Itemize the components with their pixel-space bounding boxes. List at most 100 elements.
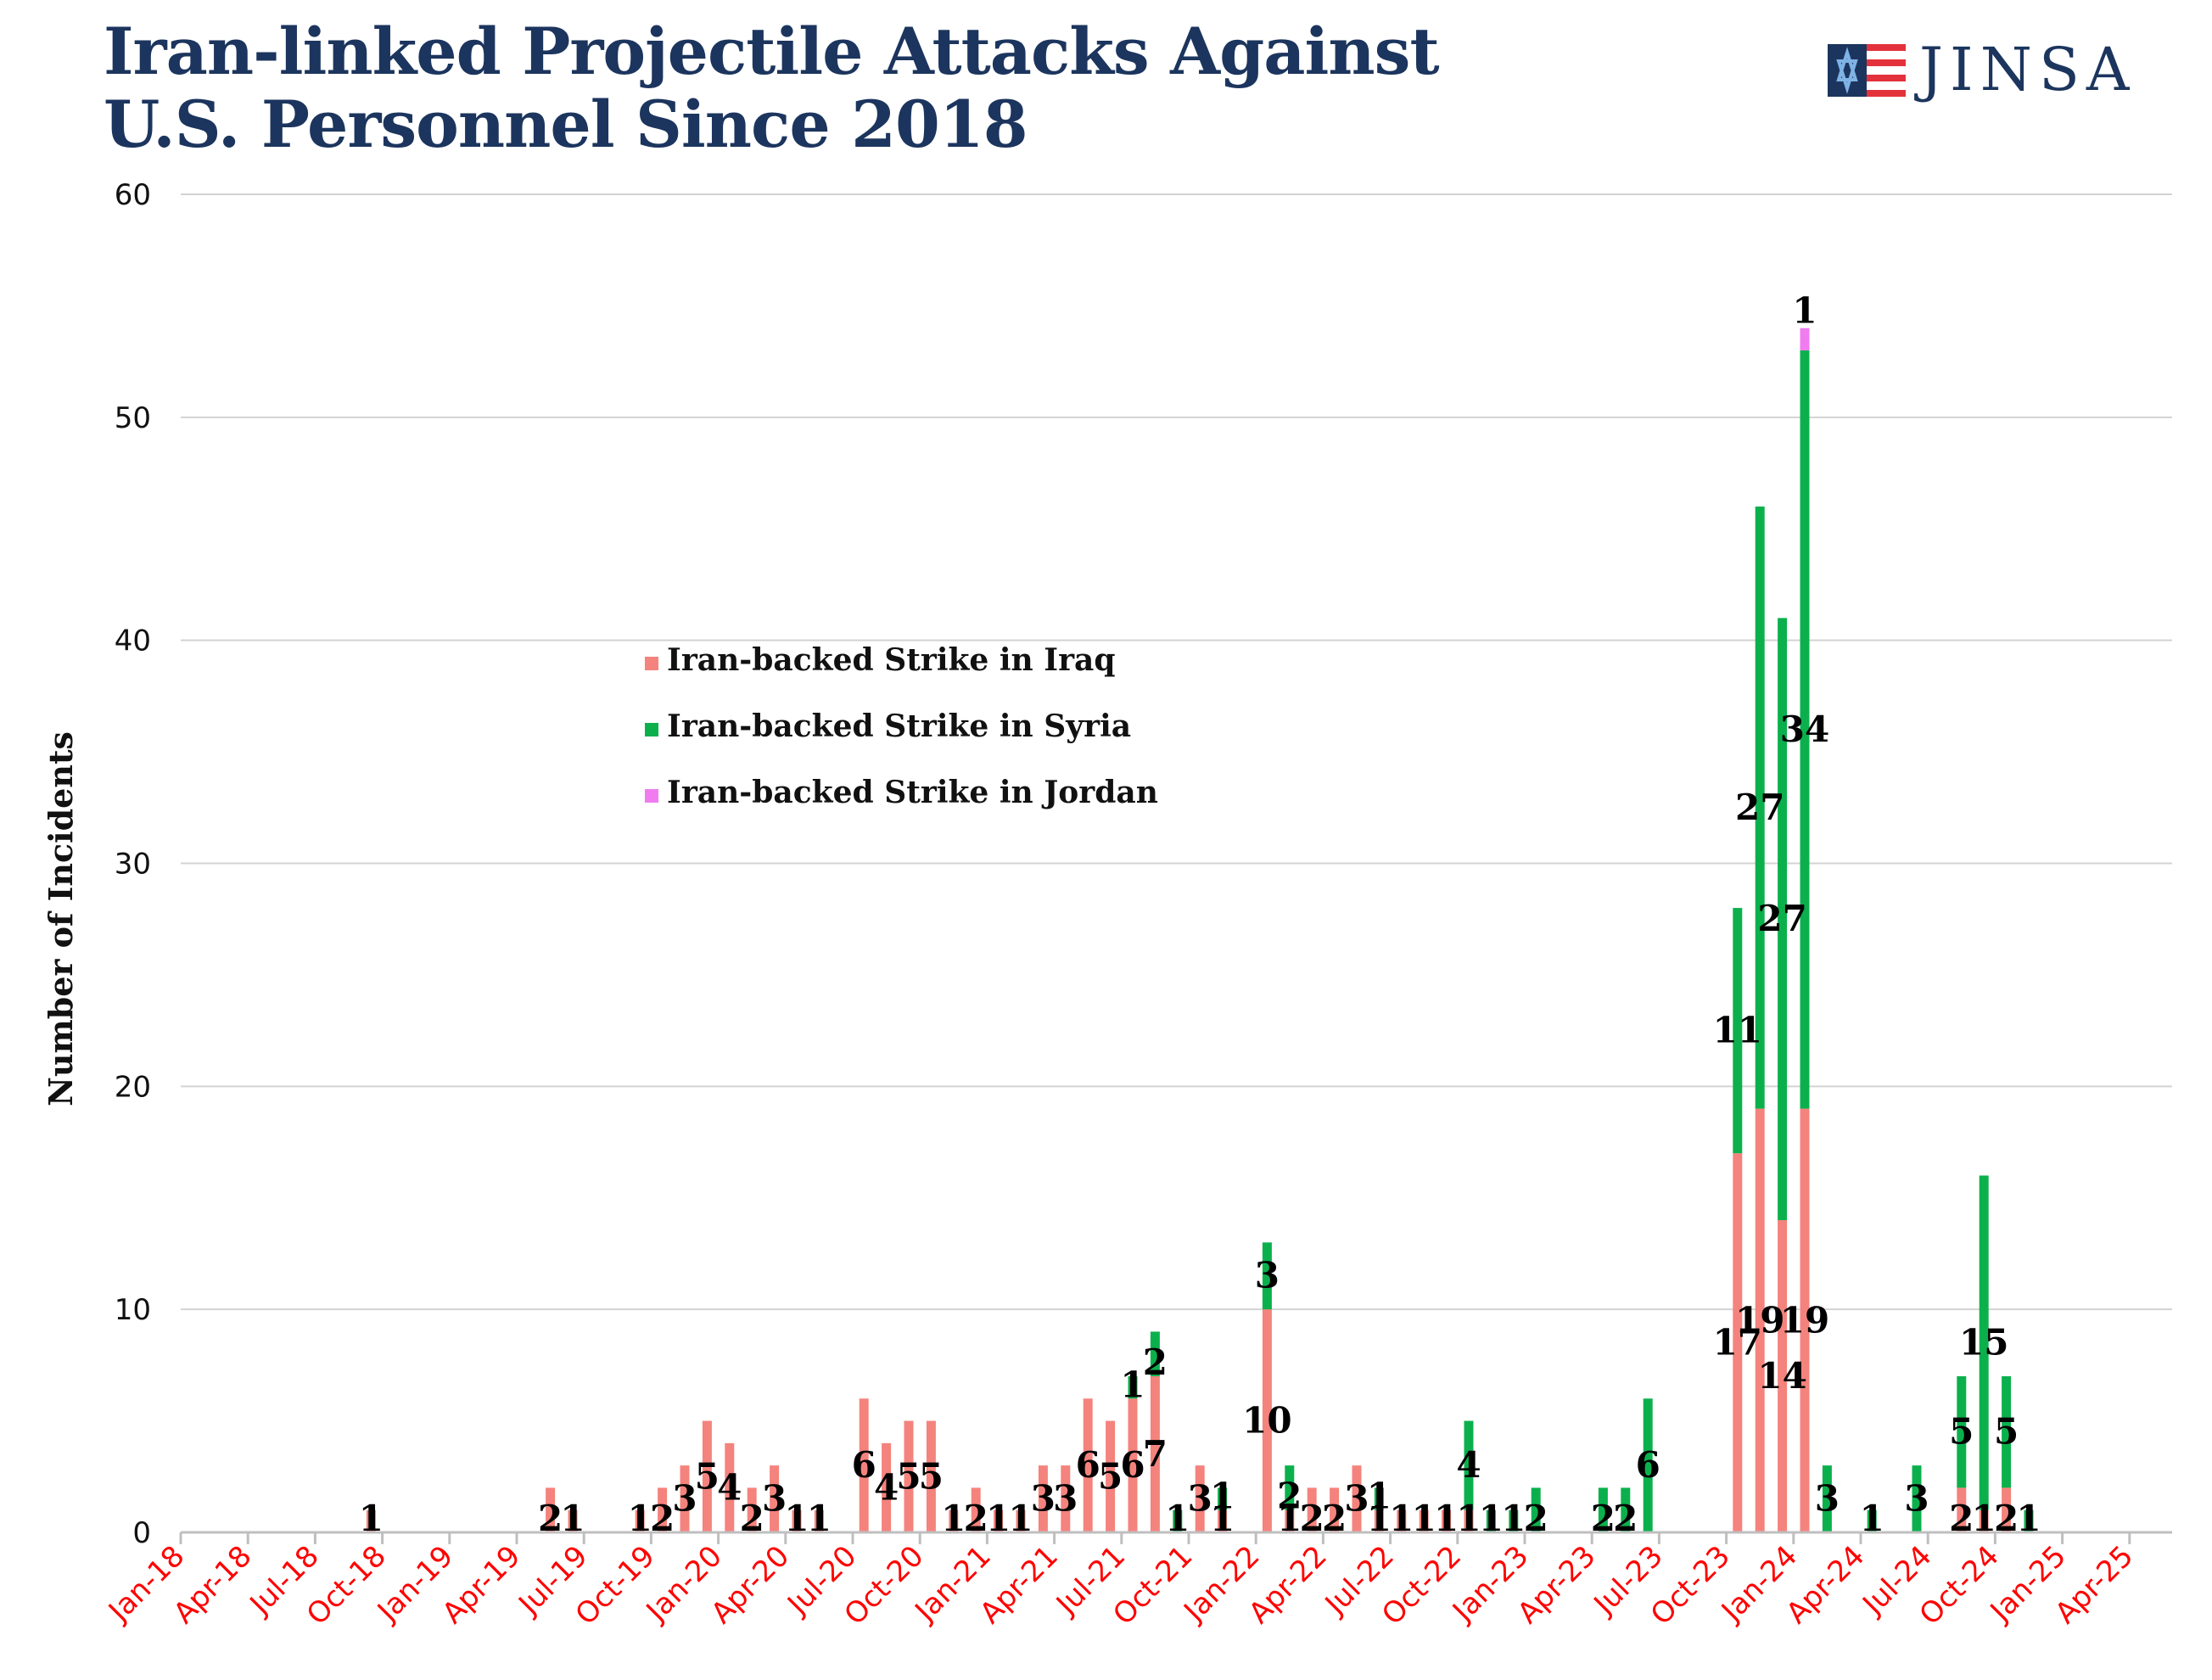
bar-segment: [1778, 618, 1788, 1221]
data-label: 1: [1120, 1364, 1145, 1405]
bar-segment: [1374, 1509, 1384, 1532]
bar-segment: [680, 1465, 690, 1532]
bar-segment: [725, 1442, 735, 1532]
bar-segment: [994, 1509, 1004, 1532]
data-label: 3: [672, 1478, 697, 1520]
y-tick-label: 40: [115, 624, 151, 658]
y-tick-label: 50: [115, 401, 151, 435]
data-label: 7: [1143, 1433, 1168, 1475]
data-label: 19: [1780, 1299, 1829, 1341]
data-label: 5: [695, 1455, 720, 1497]
data-label: 3: [1344, 1478, 1369, 1520]
bar-segment: [546, 1487, 556, 1532]
data-label: 3: [1815, 1478, 1840, 1520]
data-label: 5: [1994, 1411, 2019, 1453]
bar-segment: [635, 1509, 645, 1532]
data-label: 3: [1053, 1478, 1078, 1520]
logo-text: JINSA: [1919, 35, 2136, 104]
bar-segment: [1778, 1220, 1788, 1532]
data-label: 1: [1367, 1476, 1392, 1517]
bar-segment: [366, 1509, 376, 1532]
chart-title: Iran-linked Projectile Attacks Against U…: [104, 15, 1440, 161]
bar-segment: [1531, 1487, 1541, 1532]
bar-segment: [859, 1398, 869, 1532]
y-tick-label: 30: [115, 848, 151, 882]
data-label: 5: [1098, 1455, 1123, 1497]
data-label: 6: [1076, 1444, 1100, 1486]
bar-segment: [971, 1487, 981, 1532]
data-label: 3: [1031, 1478, 1056, 1520]
jinsa-logo: JINSA: [1828, 32, 2133, 109]
bar-segment: [1218, 1487, 1228, 1510]
bar-segment: [1218, 1509, 1228, 1532]
data-label: 14: [1757, 1355, 1806, 1397]
bar-segment: [1733, 1153, 1743, 1532]
bar-segment: [568, 1509, 578, 1532]
bar-segment: [1486, 1509, 1496, 1532]
bar-segment: [1979, 1509, 1989, 1532]
bar-segment: [1598, 1487, 1608, 1532]
data-label: 4: [1456, 1444, 1481, 1486]
bar-segment: [926, 1420, 936, 1532]
data-label: 4: [874, 1466, 899, 1508]
bar-segment: [1083, 1398, 1093, 1532]
bar-segment: [1755, 506, 1765, 1109]
gridlines: [181, 193, 2172, 1311]
bar-segment: [1800, 1108, 1810, 1532]
bar-segment: [1262, 1309, 1272, 1532]
bar-segment: [1419, 1509, 1429, 1532]
legend-label: Iran-backed Strike in Syria: [667, 708, 1131, 744]
bar-segment: [1330, 1487, 1340, 1532]
bar-segment: [1128, 1376, 1138, 1399]
bar-segment: [1016, 1509, 1026, 1532]
bar-segment: [1106, 1420, 1116, 1532]
bar-segment: [1912, 1465, 1922, 1532]
bar-segment: [1061, 1465, 1071, 1532]
y-tick-label: 0: [132, 1516, 151, 1550]
bar-segment: [814, 1509, 824, 1532]
bar-segment: [1442, 1509, 1452, 1532]
data-label: 15: [1959, 1322, 2008, 1364]
data-label: 3: [1255, 1255, 1280, 1296]
data-label: 6: [1636, 1444, 1660, 1486]
bar-segment: [658, 1487, 668, 1532]
bar-segment: [1150, 1376, 1160, 1532]
bar-segment: [1867, 1509, 1877, 1532]
y-tick-label: 10: [115, 1293, 151, 1327]
bar-segment: [1822, 1465, 1832, 1532]
data-label: 6: [1120, 1444, 1145, 1486]
bar-segment: [770, 1465, 780, 1532]
data-label: 3: [762, 1478, 787, 1520]
legend: Iran-backed Strike in Iraq Iran-backed St…: [645, 642, 1158, 810]
bar-segment: [1464, 1509, 1474, 1532]
bar-segment: [882, 1442, 892, 1532]
bar-segment: [949, 1509, 959, 1532]
bars: [366, 328, 2034, 1532]
legend-label: Iran-backed Strike in Jordan: [667, 775, 1158, 810]
bar-segment: [1150, 1331, 1160, 1377]
data-label: 5: [896, 1455, 921, 1497]
data-label: 11: [1713, 1010, 1762, 1051]
bar-segment: [1957, 1376, 1967, 1488]
bar-segment: [1464, 1420, 1474, 1510]
bar-segment: [1621, 1487, 1631, 1532]
bar-segment: [1643, 1398, 1653, 1532]
data-label: 1: [1210, 1476, 1235, 1517]
bar-segment: [2002, 1487, 2012, 1532]
data-label: 5: [919, 1455, 944, 1497]
bar-segment: [1800, 350, 1810, 1109]
bar-segment: [2002, 1376, 2012, 1488]
data-label: 3: [1904, 1478, 1929, 1520]
legend-swatch: [645, 723, 658, 736]
data-label: 2: [1277, 1476, 1302, 1517]
data-label: 19: [1735, 1299, 1784, 1341]
data-label: 34: [1780, 708, 1829, 750]
bar-segment: [702, 1420, 712, 1532]
bar-segment: [1262, 1242, 1272, 1310]
bar-segment: [1374, 1487, 1384, 1510]
bar-segment: [1128, 1398, 1138, 1532]
bar-segment: [1285, 1465, 1295, 1510]
legend-swatch: [645, 657, 658, 670]
bar-segment: [2024, 1509, 2034, 1532]
data-label: 1: [1792, 290, 1817, 332]
